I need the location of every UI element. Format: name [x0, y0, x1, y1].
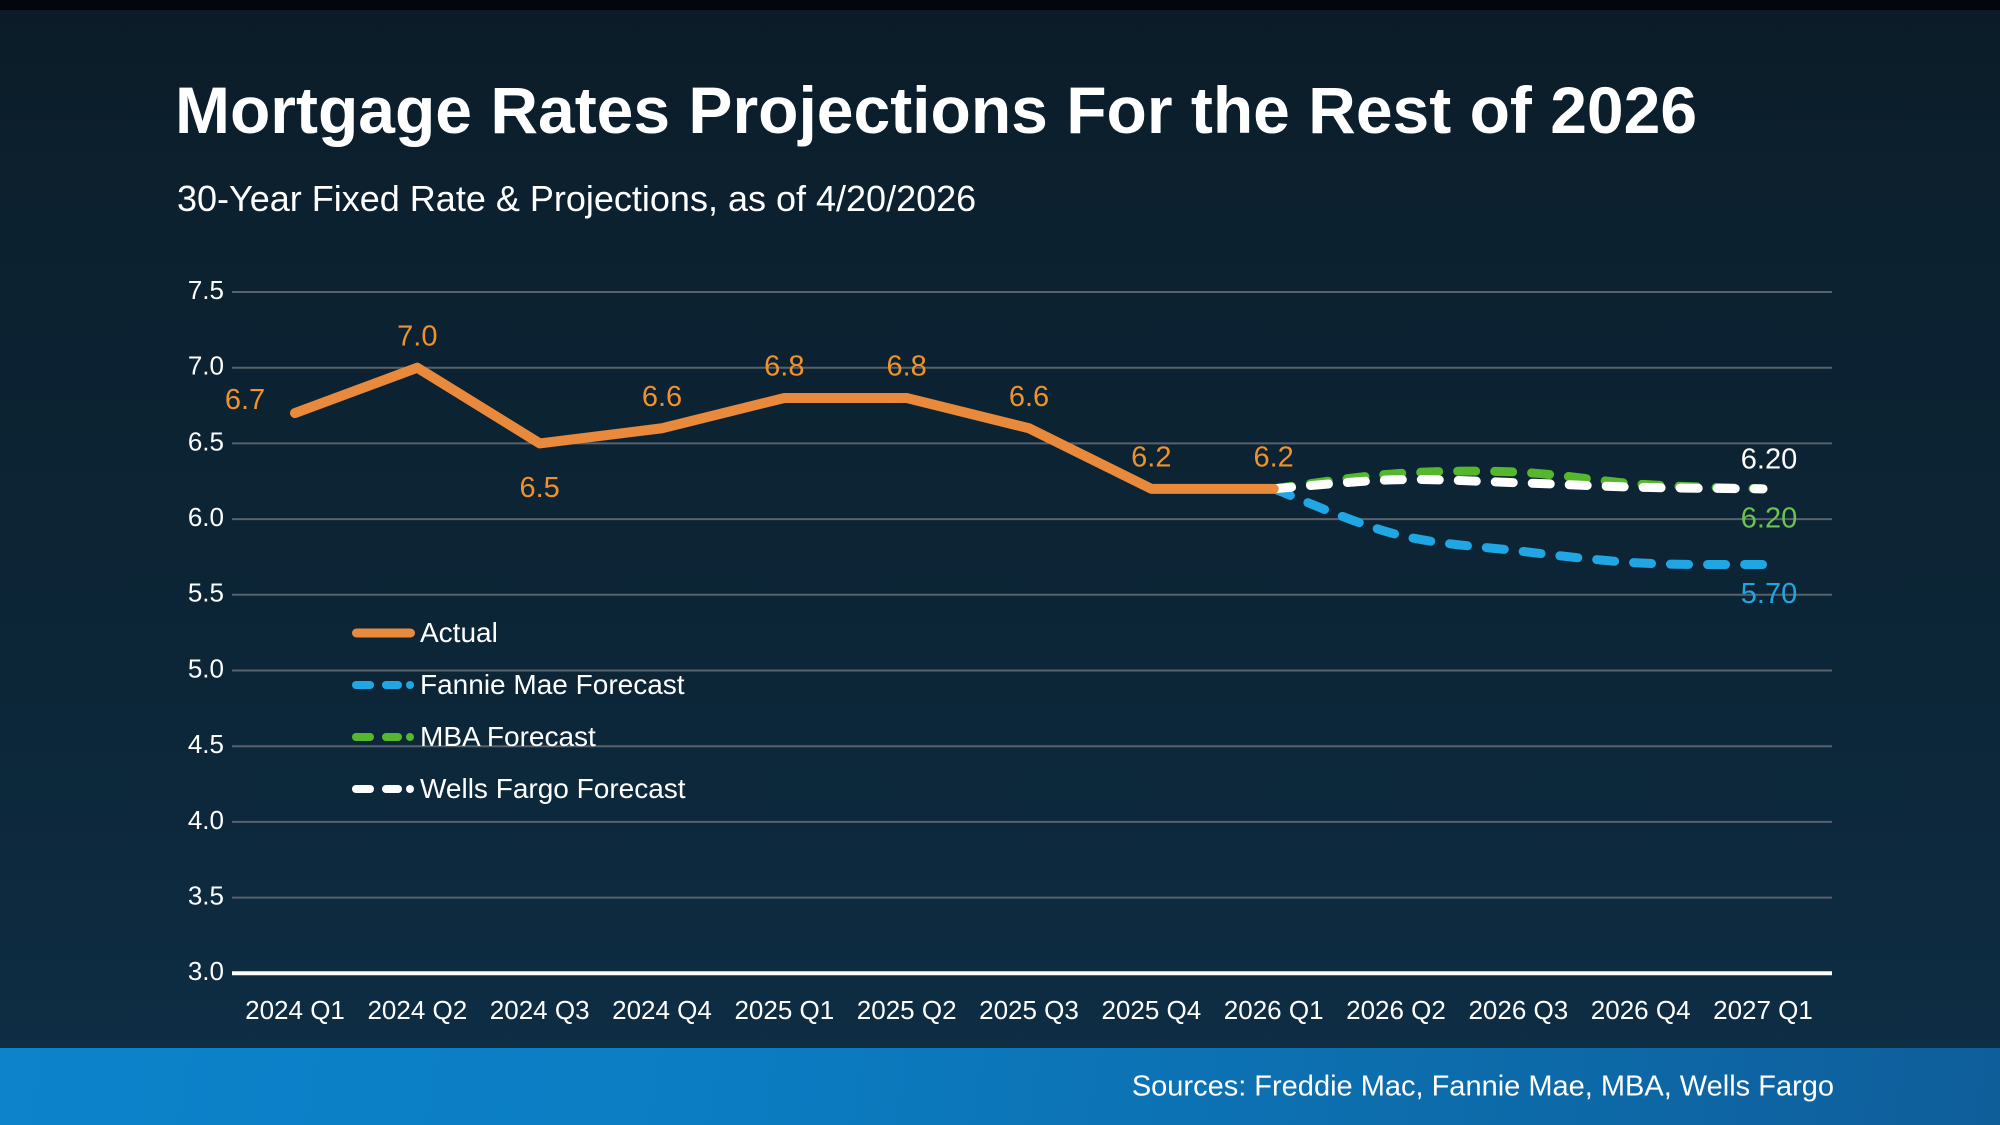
x-tick-label: 2024 Q2 — [367, 995, 467, 1025]
legend-item-fannie-mae-forecast: Fannie Mae Forecast — [352, 668, 686, 702]
swatch-shape — [406, 785, 414, 793]
forecast-end-label: 6.20 — [1741, 502, 1797, 534]
series-line-wells-fargo-forecast — [1269, 475, 1768, 494]
y-tick-label: 4.5 — [188, 729, 224, 759]
data-label: 6.5 — [520, 472, 560, 504]
y-tick-label: 6.5 — [188, 426, 224, 456]
x-tick-label: 2027 Q1 — [1713, 995, 1813, 1025]
y-tick-label: 5.0 — [188, 653, 224, 683]
swatch-shape — [352, 628, 415, 638]
y-tick-label: 6.0 — [188, 502, 224, 532]
x-tick-label: 2026 Q4 — [1591, 995, 1691, 1025]
data-label: 6.6 — [642, 381, 682, 413]
x-tick-label: 2025 Q1 — [734, 995, 834, 1025]
swatch-shape — [406, 681, 414, 689]
swatch-shape — [406, 733, 414, 741]
swatch-shape — [352, 681, 374, 689]
chart-legend: Actual Fannie Mae Forecast MBA Forecast Wel… — [352, 616, 686, 824]
page-title: Mortgage Rates Projections For the Rest … — [175, 73, 1698, 147]
x-tick-label: 2024 Q1 — [245, 995, 345, 1025]
legend-label: Fannie Mae Forecast — [420, 669, 685, 700]
data-label: 6.7 — [225, 384, 265, 416]
y-tick-label: 5.5 — [188, 578, 224, 608]
footer-bar: Sources: Freddie Mac, Fannie Mae, MBA, W… — [0, 1048, 2000, 1125]
x-tick-label: 2024 Q3 — [490, 995, 590, 1025]
legend-item-mba-forecast: MBA Forecast — [352, 720, 686, 754]
x-tick-label: 2025 Q3 — [979, 995, 1079, 1025]
x-tick-label: 2026 Q3 — [1468, 995, 1568, 1025]
y-tick-label: 3.0 — [188, 956, 224, 986]
y-tick-label: 7.0 — [188, 351, 224, 381]
x-tick-label: 2026 Q2 — [1346, 995, 1446, 1025]
legend-label: MBA Forecast — [420, 721, 596, 752]
y-tick-label: 7.5 — [188, 275, 224, 305]
y-tick-label: 3.5 — [188, 880, 224, 910]
swatch-shape — [382, 733, 402, 741]
data-label: 6.2 — [1131, 441, 1171, 473]
page-subtitle: 30-Year Fixed Rate & Projections, as of … — [177, 178, 977, 219]
legend-label: Actual — [420, 617, 498, 648]
sources-text: Sources: Freddie Mac, Fannie Mae, MBA, W… — [1131, 1070, 1834, 1102]
solid-line-swatch-icon — [352, 628, 415, 638]
dashed-line-swatch-icon — [352, 733, 414, 741]
legend-item-wells-fargo-forecast: Wells Fargo Forecast — [352, 772, 686, 806]
series-line-actual — [290, 362, 1279, 494]
data-label: 6.2 — [1253, 441, 1293, 473]
forecast-end-label: 6.20 — [1741, 443, 1797, 475]
x-tick-label: 2025 Q2 — [857, 995, 957, 1025]
swatch-shape — [382, 681, 402, 689]
x-tick-label: 2025 Q4 — [1101, 995, 1201, 1025]
dashed-line-swatch-icon — [352, 785, 414, 793]
swatch-shape — [352, 785, 374, 793]
dashed-line-swatch-icon — [352, 681, 414, 689]
y-tick-label: 4.0 — [188, 805, 224, 835]
swatch-shape — [382, 785, 402, 793]
data-label: 6.6 — [1009, 381, 1049, 413]
top-border-strip — [0, 0, 2000, 10]
data-label: 7.0 — [397, 320, 437, 352]
x-tick-label: 2024 Q4 — [612, 995, 712, 1025]
swatch-shape — [352, 733, 374, 741]
legend-label: Wells Fargo Forecast — [420, 773, 686, 804]
series-line-fannie-mae-forecast — [1269, 484, 1768, 570]
forecast-end-label: 5.70 — [1741, 578, 1797, 610]
data-label: 6.8 — [887, 351, 927, 383]
x-tick-label: 2026 Q1 — [1224, 995, 1324, 1025]
data-label: 6.8 — [764, 351, 804, 383]
legend-item-actual: Actual — [352, 616, 686, 650]
